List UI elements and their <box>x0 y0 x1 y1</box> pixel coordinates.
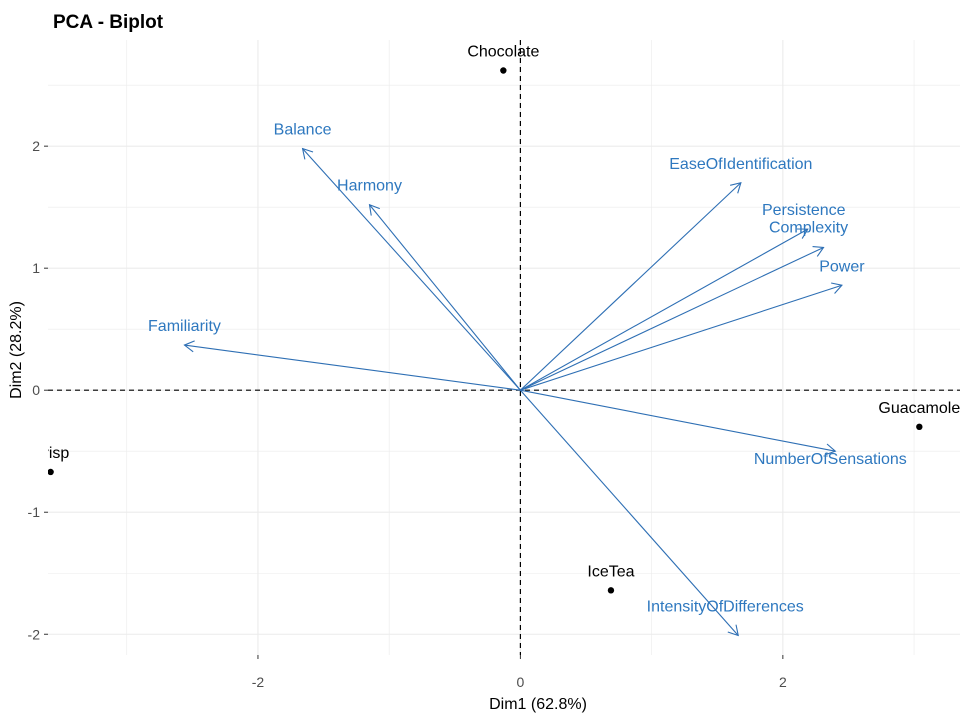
variable-label: IntensityOfDifferences <box>647 598 804 615</box>
y-tick-label: -2 <box>28 626 41 642</box>
variable-label: Balance <box>274 122 332 139</box>
individual-point <box>916 423 923 431</box>
y-tick-label: 1 <box>32 260 40 276</box>
variable-arrowhead <box>812 245 825 257</box>
variable-arrow <box>302 148 521 391</box>
variable-arrowhead <box>301 147 314 160</box>
variable-label: Persistence <box>762 202 846 219</box>
plot-area: -2 0 2 -2 -1 0 1 2 Balance Harmony Familiarity Ease… <box>28 40 960 690</box>
x-axis-label: Dim1 (62.8%) <box>489 696 587 713</box>
individual-point <box>48 468 54 476</box>
variable-arrow <box>520 246 824 391</box>
variable-arrowhead <box>727 624 739 637</box>
variable-arrow <box>520 284 843 391</box>
variable-arrow <box>520 389 836 452</box>
variable-arrowhead <box>183 340 195 353</box>
variable-label: Harmony <box>337 178 402 195</box>
variable-arrow <box>519 389 739 636</box>
y-tick-label: 0 <box>32 382 40 398</box>
individual-label: IceTea <box>587 563 634 580</box>
variable-label: Complexity <box>769 219 848 236</box>
x-tick-label: -2 <box>252 674 265 690</box>
variable-arrowhead <box>831 282 843 294</box>
individual-label: Guacamole <box>878 400 960 417</box>
variable-arrowhead <box>730 182 742 194</box>
variable-label: NumberOfSensations <box>754 451 907 468</box>
y-tick-label: -1 <box>28 504 41 520</box>
variable-arrowhead <box>824 443 837 456</box>
y-axis-label: Dim2 (28.2%) <box>8 301 25 399</box>
x-tick-label: 0 <box>517 674 525 690</box>
x-tick-label: 2 <box>779 674 787 690</box>
variable-label: Familiarity <box>148 318 221 335</box>
variable-arrowhead <box>368 203 380 216</box>
individual-point <box>500 67 507 74</box>
y-tick-label: 2 <box>32 138 40 154</box>
variable-arrowhead <box>796 228 809 239</box>
variable-arrow <box>184 344 521 391</box>
variable-arrow <box>369 204 521 391</box>
individual-label: Crisp <box>32 445 69 462</box>
individual-label: Chocolate <box>467 44 539 61</box>
individual-point <box>607 587 615 594</box>
variable-label: EaseOfIdentification <box>669 156 812 173</box>
variable-arrow <box>520 228 809 391</box>
variable-arrow <box>520 182 742 391</box>
chart-title: PCA - Biplot <box>53 12 164 33</box>
variable-label: Power <box>819 258 865 275</box>
